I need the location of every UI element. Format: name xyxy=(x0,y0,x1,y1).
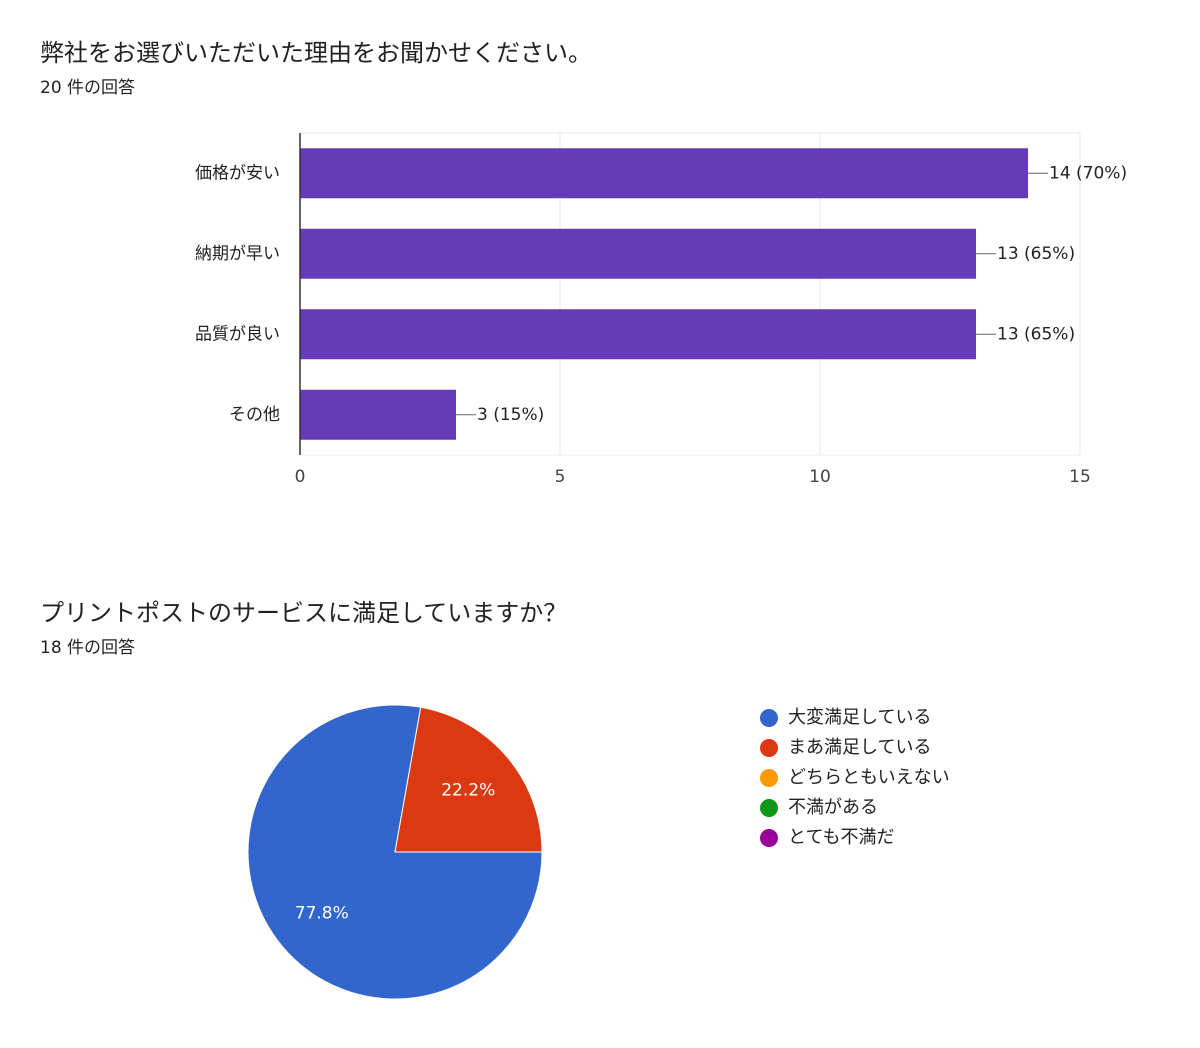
value-label: 13 (65%) xyxy=(997,324,1075,344)
chart-subtitle: 20 件の回答 xyxy=(40,78,135,98)
legend-swatch xyxy=(760,739,778,757)
category-label: 品質が良い xyxy=(195,324,280,344)
bar xyxy=(300,228,976,279)
legend-swatch xyxy=(760,829,778,847)
value-label: 14 (70%) xyxy=(1049,163,1127,183)
chart-title: プリントポストのサービスに満足していますか？ xyxy=(40,599,567,627)
slice-label: 22.2% xyxy=(441,781,495,801)
bar xyxy=(300,309,976,360)
legend-label: 大変満足している xyxy=(788,707,931,728)
legend-label: まあ満足している xyxy=(788,737,931,758)
bar xyxy=(300,148,1028,199)
legend-swatch xyxy=(760,709,778,727)
value-label: 3 (15%) xyxy=(477,405,544,425)
x-tick-label: 5 xyxy=(555,467,566,487)
legend-label: とても不満だ xyxy=(788,827,895,848)
legend-label: どちらともいえない xyxy=(788,767,950,788)
bar xyxy=(300,389,456,440)
chart-subtitle: 18 件の回答 xyxy=(40,638,135,658)
pie-slice xyxy=(394,706,543,853)
slice-label: 77.8% xyxy=(295,903,349,923)
category-label: 納期が早い xyxy=(195,244,280,264)
category-label: 価格が安い xyxy=(195,163,280,183)
x-tick-label: 10 xyxy=(809,467,831,487)
legend-label: 不満がある xyxy=(788,797,878,818)
legend-swatch xyxy=(760,799,778,817)
legend-swatch xyxy=(760,769,778,787)
category-label: その他 xyxy=(229,405,280,425)
x-tick-label: 0 xyxy=(295,467,306,487)
x-tick-label: 15 xyxy=(1069,467,1091,487)
chart-title: 弊社をお選びいただいた理由をお聞かせください。 xyxy=(40,39,592,67)
value-label: 13 (65%) xyxy=(997,244,1075,264)
